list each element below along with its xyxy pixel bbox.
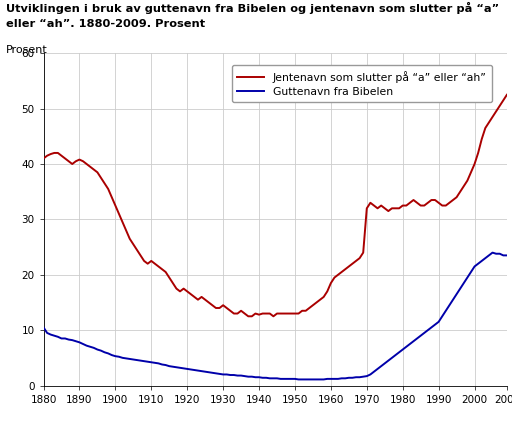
Line: Guttenavn fra Bibelen: Guttenavn fra Bibelen — [44, 253, 507, 380]
Jentenavn som slutter på “a” eller “ah” — [349, 261, 355, 266]
Legend: Jentenavn som slutter på “a” eller “ah”, Guttenavn fra Bibelen: Jentenavn som slutter på “a” eller “ah”,… — [232, 65, 492, 102]
Guttenavn fra Bibelen — [166, 364, 173, 369]
Text: Utviklingen i bruk av guttenavn fra Bibelen og jentenavn som slutter på “a”: Utviklingen i bruk av guttenavn fra Bibe… — [6, 2, 499, 14]
Text: Prosent: Prosent — [6, 45, 48, 55]
Line: Jentenavn som slutter på “a” eller “ah”: Jentenavn som slutter på “a” eller “ah” — [44, 95, 507, 316]
Guttenavn fra Bibelen — [349, 375, 355, 380]
Jentenavn som slutter på “a” eller “ah” — [166, 275, 173, 280]
Jentenavn som slutter på “a” eller “ah” — [238, 308, 244, 314]
Jentenavn som slutter på “a” eller “ah” — [407, 200, 413, 205]
Guttenavn fra Bibelen — [295, 377, 302, 382]
Jentenavn som slutter på “a” eller “ah” — [285, 311, 291, 316]
Guttenavn fra Bibelen — [489, 250, 496, 255]
Jentenavn som slutter på “a” eller “ah” — [40, 156, 47, 161]
Jentenavn som slutter på “a” eller “ah” — [504, 92, 510, 98]
Guttenavn fra Bibelen — [281, 376, 287, 381]
Guttenavn fra Bibelen — [407, 342, 413, 347]
Guttenavn fra Bibelen — [40, 325, 47, 330]
Guttenavn fra Bibelen — [385, 358, 391, 363]
Jentenavn som slutter på “a” eller “ah” — [245, 314, 251, 319]
Jentenavn som slutter på “a” eller “ah” — [385, 209, 391, 214]
Text: eller “ah”. 1880-2009. Prosent: eller “ah”. 1880-2009. Prosent — [6, 19, 205, 29]
Guttenavn fra Bibelen — [238, 373, 244, 378]
Guttenavn fra Bibelen — [504, 253, 510, 258]
